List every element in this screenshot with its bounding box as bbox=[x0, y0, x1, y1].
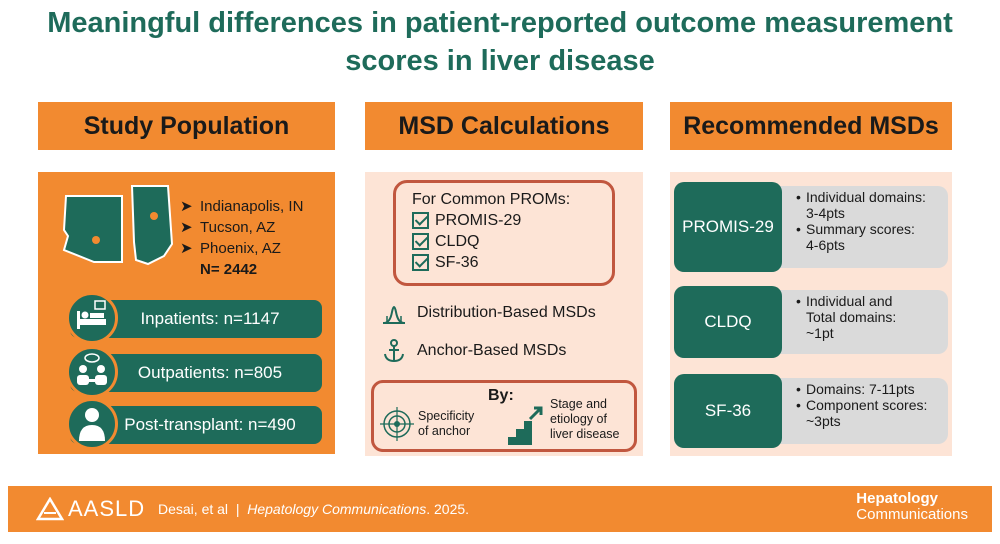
arrow-icon: ➤ bbox=[180, 240, 193, 257]
hospital-bed-icon bbox=[66, 292, 118, 344]
title-line-1: Meaningful differences in patient-report… bbox=[47, 7, 953, 39]
indiana-map-icon bbox=[130, 185, 174, 266]
stairs-arrow-icon bbox=[508, 406, 543, 445]
citation: Desai, et al | Hepatology Communications… bbox=[158, 501, 470, 517]
arizona-map-icon bbox=[62, 195, 123, 263]
city-item: ➤ Indianapolis, IN bbox=[180, 198, 304, 215]
person-icon bbox=[66, 398, 118, 450]
detail-line: Individual domains:3-4pts bbox=[796, 189, 944, 221]
city-item: ➤ Phoenix, AZ bbox=[180, 240, 281, 257]
detail-line: Summary scores:4-6pts bbox=[796, 221, 944, 253]
recommended-msds-panel: Individual domains:3-4pts Summary scores… bbox=[670, 172, 952, 456]
recommended-msds-header: Recommended MSDs bbox=[670, 102, 952, 150]
prom-checkbox-item: SF-36 bbox=[412, 252, 612, 273]
anchor-icon bbox=[384, 339, 404, 363]
cldq-label: CLDQ bbox=[674, 286, 782, 358]
title-line-2: scores in liver disease bbox=[345, 45, 655, 77]
by-factors-box: By: Specificity of anchor Stage and etio… bbox=[371, 380, 637, 452]
stage-and-etiology-text: Stage and etiology of liver disease bbox=[550, 397, 620, 441]
prom-checkbox-item: PROMIS-29 bbox=[412, 210, 612, 231]
distribution-based-item: Distribution-Based MSDs bbox=[381, 300, 596, 326]
checkbox-checked-icon bbox=[412, 233, 429, 250]
checkbox-checked-icon bbox=[412, 254, 429, 271]
msd-calculations-panel: For Common PROMs: PROMIS-29 CLDQ SF-36 D… bbox=[365, 172, 643, 456]
common-proms-heading: For Common PROMs: bbox=[412, 191, 571, 208]
common-proms-box: For Common PROMs: PROMIS-29 CLDQ SF-36 bbox=[393, 180, 615, 286]
journal-logo: Hepatology Communications bbox=[856, 490, 968, 523]
distribution-curve-icon bbox=[383, 306, 405, 324]
aasld-logo: AASLD bbox=[36, 496, 145, 522]
footer-bar: AASLD Desai, et al | Hepatology Communic… bbox=[8, 486, 992, 532]
arrow-icon: ➤ bbox=[180, 219, 193, 236]
target-icon bbox=[380, 407, 414, 441]
recommended-details: Domains: 7-11pts Component scores:~3pts bbox=[770, 378, 948, 444]
anchor-based-item: Anchor-Based MSDs bbox=[381, 338, 566, 364]
recommended-details: Individual domains:3-4pts Summary scores… bbox=[770, 186, 948, 268]
study-population-header: Study Population bbox=[38, 102, 335, 150]
study-population-panel: ➤ Indianapolis, IN ➤ Tucson, AZ ➤ Phoenix, … bbox=[38, 172, 335, 454]
page-title: Meaningful differences in patient-report… bbox=[0, 4, 1000, 80]
city-item: ➤ Tucson, AZ bbox=[180, 219, 276, 236]
recommended-row-promis29: Individual domains:3-4pts Summary scores… bbox=[674, 182, 948, 272]
arrow-icon: ➤ bbox=[180, 198, 193, 215]
checkbox-checked-icon bbox=[412, 212, 429, 229]
consultation-icon bbox=[66, 346, 118, 398]
recommended-row-sf36: Domains: 7-11pts Component scores:~3pts … bbox=[674, 374, 948, 448]
total-sample-size: N= 2442 bbox=[200, 261, 258, 278]
promis29-label: PROMIS-29 bbox=[674, 182, 782, 272]
by-label: By: bbox=[488, 387, 514, 404]
sf36-label: SF-36 bbox=[674, 374, 782, 448]
prom-checkbox-item: CLDQ bbox=[412, 231, 612, 252]
aasld-logo-icon bbox=[36, 497, 64, 521]
specificity-of-anchor-text: Specificity of anchor bbox=[418, 409, 475, 438]
city-list: ➤ Indianapolis, IN ➤ Tucson, AZ ➤ Phoenix, … bbox=[180, 196, 303, 280]
detail-line: Component scores:~3pts bbox=[796, 397, 944, 429]
detail-line: Domains: 7-11pts bbox=[796, 381, 944, 397]
msd-calculations-header: MSD Calculations bbox=[365, 102, 643, 150]
